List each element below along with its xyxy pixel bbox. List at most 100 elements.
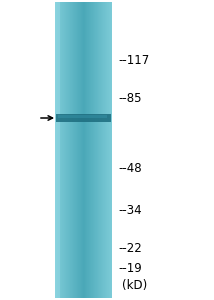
- Bar: [103, 2, 104, 298]
- Bar: [65, 2, 66, 298]
- Bar: [77, 2, 78, 298]
- Bar: [95, 2, 96, 298]
- Bar: [89, 2, 90, 298]
- Bar: [95, 2, 97, 298]
- Bar: [97, 2, 98, 298]
- Bar: [60, 2, 61, 298]
- Bar: [82, 2, 83, 298]
- Bar: [55, 2, 56, 298]
- Bar: [67, 2, 68, 298]
- Bar: [78, 2, 79, 298]
- Bar: [75, 2, 76, 298]
- Bar: [87, 2, 88, 298]
- Bar: [100, 2, 101, 298]
- Bar: [76, 2, 77, 298]
- Bar: [85, 2, 86, 298]
- Bar: [83, 2, 84, 298]
- Bar: [97, 2, 98, 298]
- Bar: [91, 2, 92, 298]
- Bar: [61, 2, 62, 298]
- Bar: [57, 2, 58, 298]
- Bar: [110, 2, 111, 298]
- Bar: [102, 2, 103, 298]
- Bar: [108, 2, 110, 298]
- Bar: [58, 2, 59, 298]
- Bar: [71, 2, 72, 298]
- Bar: [64, 2, 65, 298]
- Bar: [92, 2, 93, 298]
- Bar: [68, 2, 69, 298]
- Bar: [108, 2, 109, 298]
- Bar: [111, 2, 113, 298]
- Bar: [94, 2, 95, 298]
- Bar: [94, 2, 95, 298]
- Bar: [93, 2, 94, 298]
- Bar: [91, 2, 92, 298]
- Bar: [65, 2, 66, 298]
- Bar: [72, 2, 73, 298]
- Bar: [57, 2, 58, 298]
- Bar: [90, 2, 91, 298]
- Bar: [58, 115, 107, 118]
- Bar: [93, 2, 94, 298]
- Bar: [59, 2, 60, 298]
- Bar: [106, 2, 107, 298]
- Bar: [62, 2, 64, 298]
- Bar: [73, 2, 74, 298]
- Bar: [84, 2, 85, 298]
- Bar: [100, 2, 101, 298]
- Bar: [105, 2, 106, 298]
- Bar: [62, 2, 63, 298]
- Bar: [107, 2, 108, 298]
- Text: --34: --34: [118, 203, 142, 217]
- Text: (kD): (kD): [122, 278, 147, 292]
- Bar: [77, 2, 78, 298]
- Bar: [70, 2, 71, 298]
- Bar: [107, 2, 108, 298]
- Bar: [69, 2, 70, 298]
- Text: --117: --117: [118, 53, 149, 67]
- Bar: [81, 2, 82, 298]
- Bar: [64, 2, 65, 298]
- Bar: [81, 2, 82, 298]
- Bar: [76, 2, 77, 298]
- Bar: [98, 2, 99, 298]
- Bar: [86, 2, 87, 298]
- Bar: [56, 114, 111, 122]
- Bar: [101, 2, 102, 298]
- Bar: [79, 2, 80, 298]
- Bar: [70, 2, 71, 298]
- Bar: [103, 2, 104, 298]
- Bar: [111, 2, 112, 298]
- Bar: [106, 2, 107, 298]
- Bar: [58, 2, 59, 298]
- Text: --22: --22: [118, 242, 142, 254]
- Text: --19: --19: [118, 262, 142, 275]
- Bar: [66, 2, 67, 298]
- Bar: [71, 2, 73, 298]
- Bar: [96, 2, 97, 298]
- Bar: [56, 2, 57, 298]
- Bar: [90, 2, 91, 298]
- Bar: [105, 2, 106, 298]
- Bar: [68, 2, 69, 298]
- Bar: [110, 2, 111, 298]
- Bar: [101, 2, 102, 298]
- Bar: [55, 2, 60, 298]
- Bar: [99, 2, 100, 298]
- Bar: [80, 2, 81, 298]
- Bar: [86, 2, 88, 298]
- Bar: [109, 2, 110, 298]
- Text: --85: --85: [118, 92, 141, 104]
- Bar: [66, 2, 67, 298]
- Bar: [69, 2, 70, 298]
- Bar: [78, 2, 79, 298]
- Bar: [82, 2, 83, 298]
- Bar: [88, 2, 89, 298]
- Bar: [56, 2, 57, 298]
- Bar: [85, 2, 86, 298]
- Text: --48: --48: [118, 161, 142, 175]
- Bar: [74, 2, 76, 298]
- Bar: [59, 2, 61, 298]
- Bar: [80, 2, 81, 298]
